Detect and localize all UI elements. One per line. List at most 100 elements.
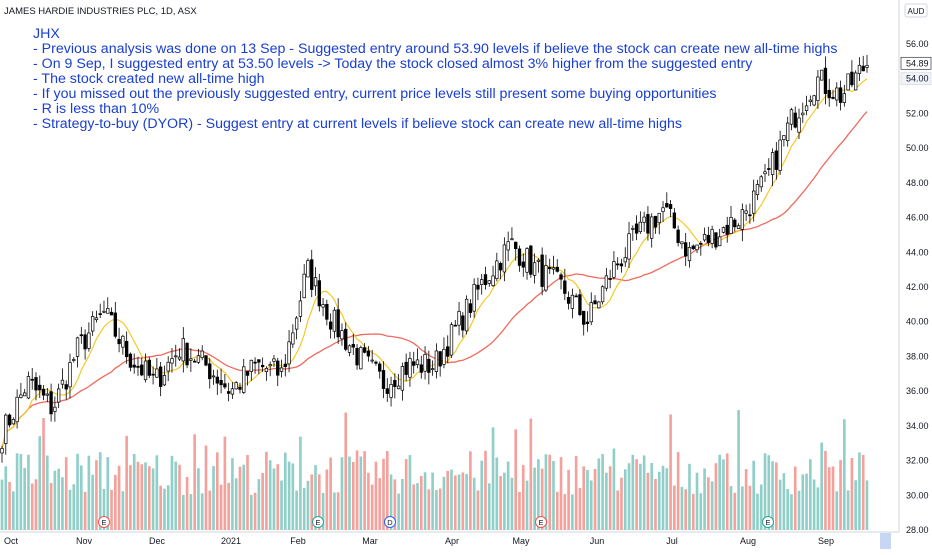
candle-body: [846, 73, 850, 91]
earnings-marker[interactable]: E: [98, 516, 110, 528]
candle-body: [204, 355, 208, 366]
earnings-marker[interactable]: E: [312, 516, 324, 528]
candle-body: [695, 244, 699, 251]
candle-body: [472, 284, 476, 312]
volume-bar: [363, 451, 366, 530]
volume-bar: [744, 469, 748, 530]
candle-body: [83, 334, 87, 350]
candle-body: [98, 313, 102, 316]
event-marker-label: E: [315, 518, 320, 527]
candle-body: [404, 361, 408, 375]
scroll-handle[interactable]: [880, 533, 891, 549]
volume-bar: [669, 414, 672, 530]
candle-body: [415, 359, 420, 365]
candle-body: [106, 308, 110, 314]
volume-bar: [835, 491, 839, 530]
volume-bar: [680, 486, 684, 530]
time-tick-label: May: [512, 536, 530, 546]
dividend-marker[interactable]: D: [384, 516, 396, 528]
candle-body: [344, 328, 348, 350]
candle-body: [736, 225, 741, 229]
candle-body: [585, 321, 590, 325]
volume-bar: [114, 474, 117, 530]
candle-body: [449, 324, 454, 356]
volume-bar: [718, 454, 722, 530]
time-axis-ticks: Oct Nov Dec 2021 Feb Mar Apr May Jun Jul Aug Sep: [4, 536, 834, 546]
earnings-marker[interactable]: E: [535, 516, 547, 528]
volume-bar: [435, 490, 438, 530]
candle-body: [770, 152, 775, 175]
earnings-marker[interactable]: E: [762, 516, 774, 528]
volume-bar: [631, 454, 635, 530]
volume-bar: [329, 457, 332, 530]
volume-bar: [276, 464, 280, 530]
candle-body: [857, 64, 862, 74]
candle-body: [294, 317, 299, 330]
candle-body: [786, 122, 790, 142]
candle-body: [291, 332, 295, 345]
candle-body: [483, 274, 488, 286]
volume-bar: [861, 454, 865, 530]
candle-body: [170, 358, 174, 364]
volume-bar: [408, 455, 412, 530]
volume-bar: [657, 471, 661, 530]
candle-body: [808, 99, 813, 103]
volume-bar: [72, 484, 76, 530]
candle-body: [245, 371, 250, 376]
volume-bar: [287, 461, 291, 530]
volume-bar: [620, 477, 623, 530]
candle-body: [752, 190, 756, 214]
candle-body: [268, 364, 272, 367]
candle-body: [672, 212, 677, 229]
earnings-marker-frame: [762, 516, 774, 528]
volume-bar: [344, 412, 348, 530]
volume-bar: [605, 472, 608, 530]
candle-body: [555, 266, 559, 272]
candle-body: [506, 241, 510, 251]
event-marker-label: E: [101, 518, 106, 527]
volume-bar: [688, 463, 691, 530]
candle-body: [495, 260, 499, 280]
candle-body: [332, 309, 337, 332]
candle-body: [468, 303, 473, 313]
volume-bar: [623, 469, 627, 530]
volume-bar: [846, 490, 850, 530]
volume-bar: [64, 457, 68, 530]
volume-bar: [129, 465, 132, 530]
volume-bar: [654, 479, 657, 530]
candle-body: [480, 279, 484, 285]
volume-bar: [673, 485, 676, 530]
volume-bar: [775, 462, 778, 530]
candle-body: [211, 375, 216, 378]
ma-slow-layer: [1, 111, 868, 449]
candle-body: [257, 359, 261, 363]
candle-body: [412, 361, 416, 366]
currency-badge[interactable]: AUD: [904, 3, 928, 18]
volume-bar: [87, 455, 91, 530]
candle-body: [619, 263, 624, 267]
volume-bar: [465, 474, 468, 530]
price-tick-label: 36.00: [906, 386, 929, 396]
volume-bar: [495, 457, 499, 530]
candle-body: [525, 248, 529, 273]
candle-body: [147, 359, 151, 376]
volume-bar: [197, 468, 200, 530]
volume-bar: [419, 476, 423, 530]
time-tick-label: Feb: [290, 536, 306, 546]
candle-body: [56, 388, 61, 403]
volume-bar: [608, 466, 612, 530]
candle-body: [38, 384, 42, 391]
candle-body: [162, 375, 167, 386]
candle-body: [34, 377, 38, 391]
volume-bar: [521, 465, 525, 530]
time-tick-label: Sep: [818, 536, 834, 546]
volume-bar: [404, 459, 408, 530]
volume-bar: [525, 480, 529, 530]
volume-bar: [23, 467, 26, 530]
candle-body: [759, 176, 763, 188]
volume-bar: [42, 418, 45, 530]
volume-bar: [144, 462, 147, 530]
volume-bar: [163, 488, 166, 530]
volume-bar: [431, 472, 434, 530]
